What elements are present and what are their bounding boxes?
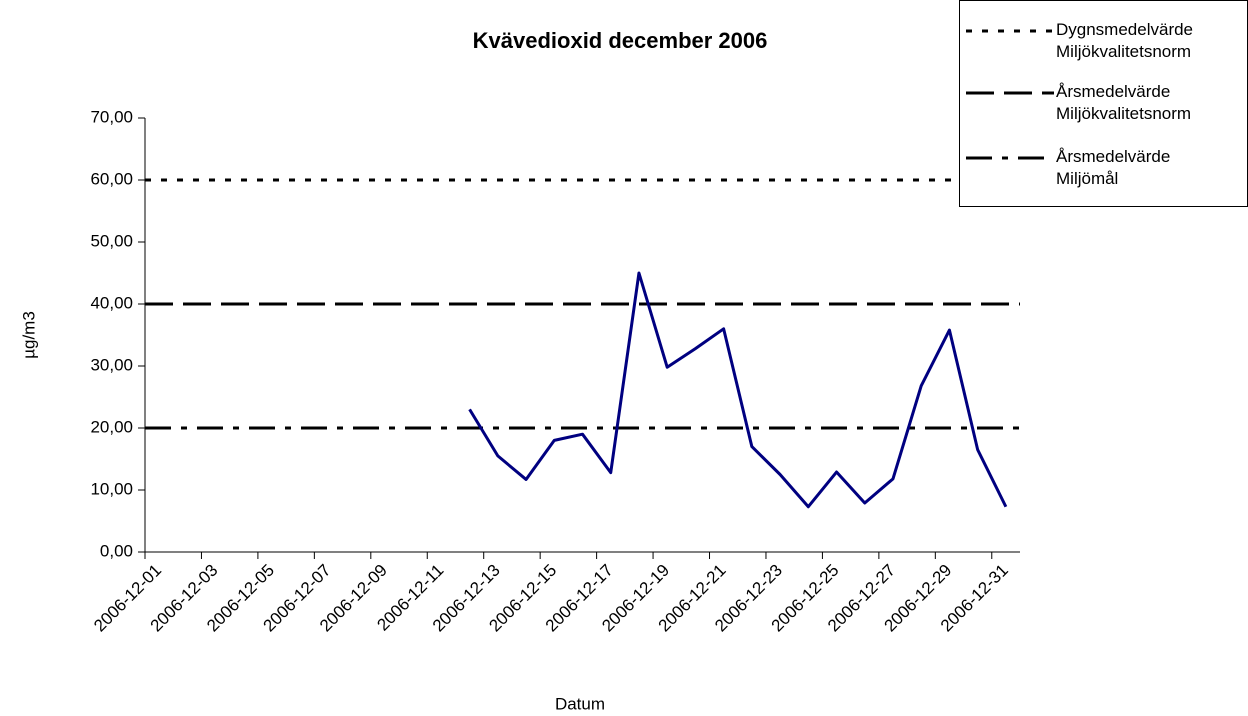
y-tick-label: 40,00 — [90, 293, 133, 312]
legend-swatch — [966, 156, 1054, 160]
y-tick-label: 10,00 — [90, 479, 133, 498]
y-tick-label: 30,00 — [90, 355, 133, 374]
legend-swatch — [966, 91, 1054, 95]
legend: Dygnsmedelvärde Miljökvalitetsnorm Årsmed… — [959, 0, 1248, 207]
y-tick-label: 60,00 — [90, 169, 133, 188]
legend-swatch — [966, 29, 1054, 33]
legend-entry: Årsmedelvärde Miljömål — [960, 146, 1247, 196]
y-axis-label: µg/m3 — [19, 311, 38, 359]
chart-title: Kvävedioxid december 2006 — [473, 28, 768, 53]
y-tick-label: 20,00 — [90, 417, 133, 436]
y-tick-label: 70,00 — [90, 107, 133, 126]
y-tick-label: 0,00 — [100, 541, 133, 560]
legend-label: Årsmedelvärde Miljökvalitetsnorm — [1056, 82, 1192, 123]
y-tick-label: 50,00 — [90, 231, 133, 250]
legend-label: Årsmedelvärde Miljömål — [1056, 147, 1171, 188]
legend-entry: Dygnsmedelvärde Miljökvalitetsnorm — [960, 19, 1247, 69]
data-line — [468, 271, 1008, 509]
legend-label: Dygnsmedelvärde Miljökvalitetsnorm — [1056, 20, 1194, 61]
legend-entry: Årsmedelvärde Miljökvalitetsnorm — [960, 81, 1247, 131]
x-axis-label: Datum — [555, 694, 605, 713]
